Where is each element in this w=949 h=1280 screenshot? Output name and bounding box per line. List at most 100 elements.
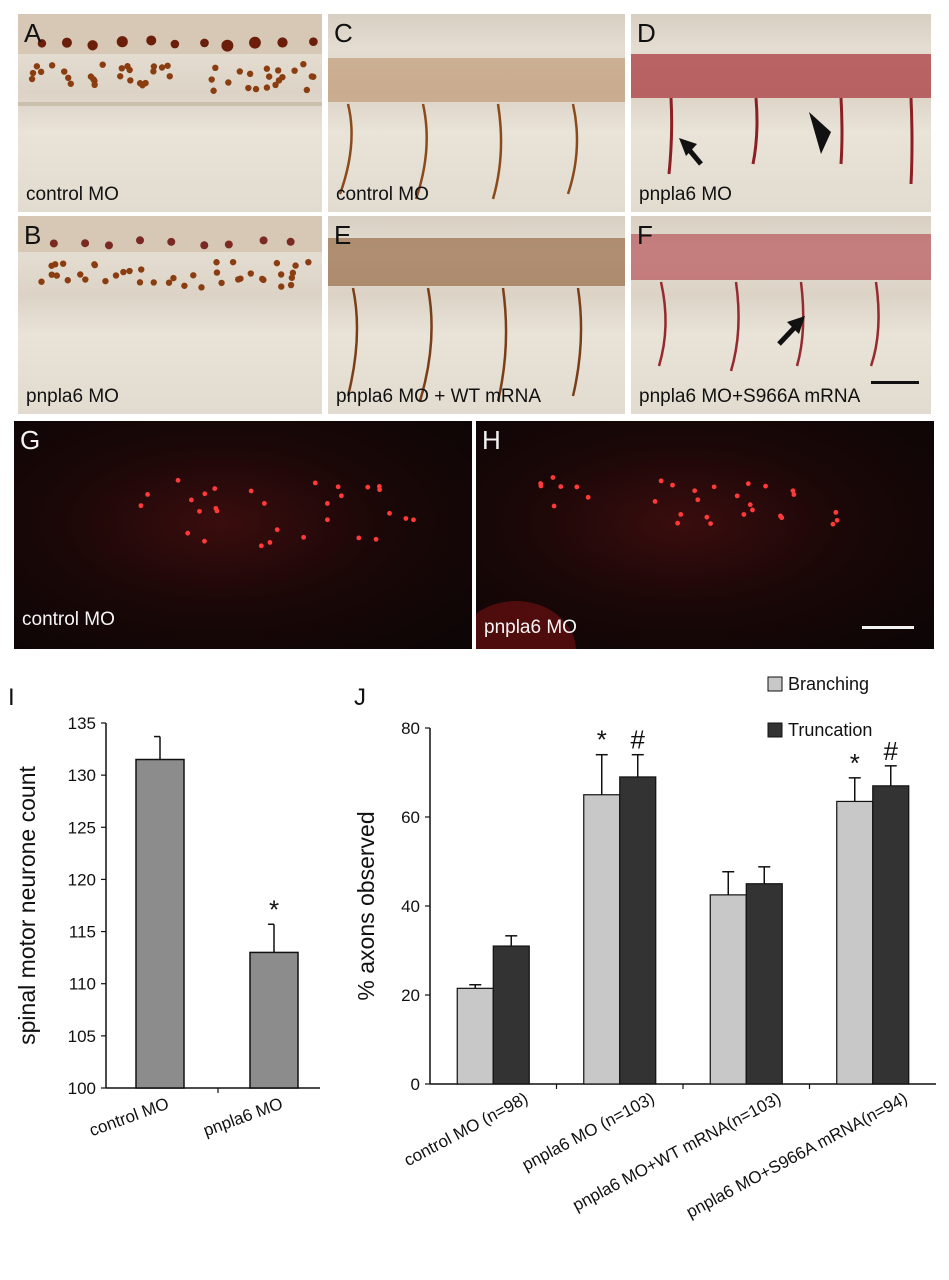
neuron-dot xyxy=(197,508,202,514)
neuron-dot xyxy=(652,498,658,504)
nucleus xyxy=(117,73,124,80)
neuron-dot xyxy=(675,520,681,526)
panel-e-letter: E xyxy=(334,220,352,250)
nucleus xyxy=(120,268,127,276)
significance-marker: * xyxy=(850,748,860,778)
nucleus xyxy=(64,277,71,284)
neuron-dot xyxy=(202,491,208,497)
chart-j-panel-letter: J xyxy=(354,684,366,711)
nucleus xyxy=(91,261,99,269)
panel-f: F pnpla6 MO+S966A mRNA xyxy=(631,216,931,414)
nucleus xyxy=(221,39,234,52)
nucleus xyxy=(291,67,298,74)
nucleus xyxy=(165,279,173,286)
neuron-dot xyxy=(338,493,344,499)
y-axis-label: spinal motor neurone count xyxy=(14,766,40,1045)
nucleus xyxy=(112,272,120,279)
nucleus xyxy=(99,61,106,68)
bar xyxy=(249,951,299,1089)
neuron-dot xyxy=(335,484,341,490)
significance-marker: * xyxy=(269,894,279,924)
chart-i: I 100 105 110 115 120 125 130 135 spinal motor ne… xyxy=(8,684,320,1140)
nucleus xyxy=(289,269,297,277)
y-tick-label: 120 xyxy=(68,870,96,889)
neuron-dot xyxy=(356,535,362,541)
neuron-dot xyxy=(830,521,836,527)
nucleus xyxy=(158,64,166,71)
nucleus xyxy=(104,241,113,250)
nucleus xyxy=(28,75,36,83)
nucleus xyxy=(126,267,133,275)
neuron-dot xyxy=(301,534,307,540)
nucleus xyxy=(118,65,126,72)
neuron-dot xyxy=(202,538,207,544)
panel-c-letter: C xyxy=(334,18,353,48)
nucleus xyxy=(288,274,296,281)
y-tick-label: 80 xyxy=(401,719,420,738)
neuron-dot xyxy=(258,543,264,549)
panel-f-letter: F xyxy=(637,220,653,250)
y-tick-label: 105 xyxy=(68,1027,96,1046)
nucleus xyxy=(212,64,219,72)
nucleus xyxy=(292,262,299,269)
nucleus xyxy=(259,275,266,283)
neuron-dot xyxy=(695,497,701,503)
bar-branching xyxy=(583,794,621,1085)
nucleus xyxy=(235,276,242,283)
neuron-dot xyxy=(763,483,768,489)
nucleus xyxy=(37,68,45,76)
nucleus xyxy=(81,239,90,248)
panel-b-caption: pnpla6 MO xyxy=(26,386,119,407)
nucleus xyxy=(310,73,317,80)
nucleus xyxy=(136,279,144,286)
x-tick-label: pnpla6 MO xyxy=(201,1094,286,1140)
neuron-dot xyxy=(550,475,556,480)
nucleus xyxy=(190,272,197,279)
nucleus xyxy=(274,67,282,74)
neuron-dot xyxy=(213,505,219,511)
nucleus xyxy=(29,69,37,77)
panel-a-image xyxy=(18,14,322,106)
panel-c: C control MO xyxy=(328,14,625,212)
neuron-dot xyxy=(551,503,557,509)
x-tick-label: control MO xyxy=(87,1094,172,1140)
nucleus xyxy=(249,36,261,49)
bar-branching xyxy=(836,800,874,1085)
neuron-dot xyxy=(734,493,740,499)
y-tick-label: 0 xyxy=(411,1075,420,1094)
bar-truncation xyxy=(872,785,910,1085)
y-tick-label: 100 xyxy=(68,1079,96,1098)
neuron-dot xyxy=(387,510,392,516)
panel-g: G control MO xyxy=(14,421,472,649)
neuron-dot xyxy=(741,512,747,517)
neuron-dot xyxy=(790,488,796,494)
nucleus xyxy=(65,74,72,82)
nucleus xyxy=(213,269,221,276)
nucleus xyxy=(37,39,47,48)
nucleus xyxy=(87,40,98,51)
scale-bar xyxy=(871,381,919,384)
legend-label: Truncation xyxy=(788,720,872,740)
y-tick-label: 20 xyxy=(401,986,420,1005)
significance-marker: # xyxy=(631,725,646,755)
neuron-dot xyxy=(365,484,371,490)
neuron-dot xyxy=(750,507,755,513)
legend-label: Branching xyxy=(788,674,869,694)
neuron-dot xyxy=(212,486,218,491)
nucleus xyxy=(181,282,188,289)
neuron-dot xyxy=(745,481,751,487)
nucleus xyxy=(277,271,285,278)
nucleus xyxy=(263,65,271,72)
nucleus xyxy=(82,276,89,283)
nucleus xyxy=(263,84,271,91)
nucleus xyxy=(272,81,279,89)
neuron-dot xyxy=(138,503,144,509)
bar-branching xyxy=(456,987,494,1085)
nucleus xyxy=(286,237,295,246)
panel-d-caption: pnpla6 MO xyxy=(639,184,732,205)
nucleus xyxy=(67,80,74,87)
neuron-dot xyxy=(411,517,416,523)
y-tick-label: 60 xyxy=(401,808,420,827)
panel-e-image xyxy=(328,238,625,402)
nucleus xyxy=(275,77,283,84)
